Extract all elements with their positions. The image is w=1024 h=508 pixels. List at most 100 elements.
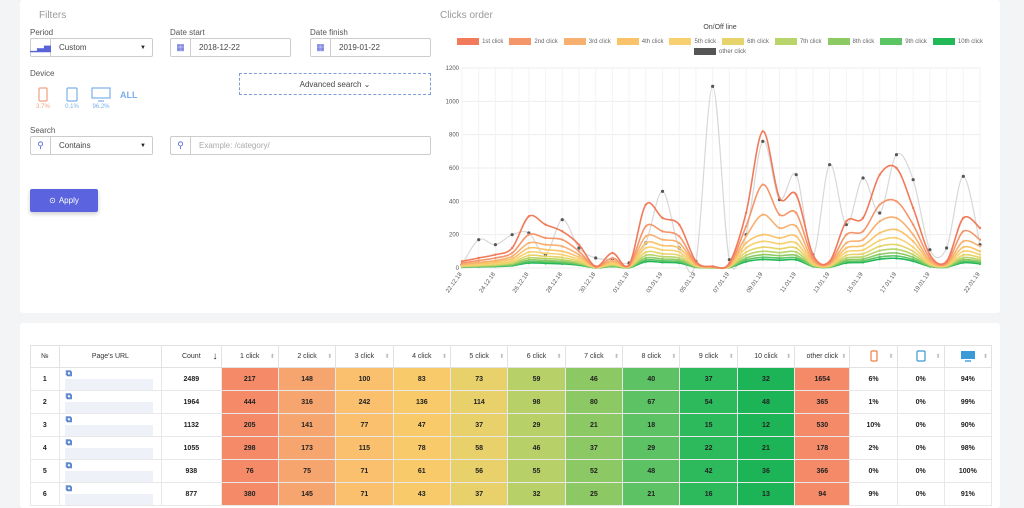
page-url[interactable]	[64, 379, 153, 390]
column-header-mobile[interactable]: ⬍	[849, 345, 898, 368]
click-cell: 32	[736, 367, 796, 391]
search-input[interactable]: ⚲ Example: /category/	[170, 136, 431, 155]
sort-icon: ⬍	[499, 354, 505, 360]
data-point	[895, 166, 898, 170]
external-link-icon[interactable]: ⧉	[65, 460, 73, 470]
external-link-icon[interactable]: ⧉	[65, 414, 73, 424]
column-header[interactable]: 8 click ⬍	[622, 345, 681, 368]
data-point	[778, 226, 781, 230]
data-point	[845, 250, 848, 254]
data-point	[878, 231, 881, 235]
column-header[interactable]: 5 click ⬍	[449, 345, 509, 368]
column-header[interactable]: 10 click ⬍	[736, 345, 796, 368]
legend-item[interactable]: 4th click	[616, 38, 663, 45]
column-header[interactable]: 1 click ⬍	[220, 345, 279, 368]
click-cell: 46	[507, 436, 566, 460]
external-link-icon[interactable]: ⧉	[65, 483, 73, 493]
click-cell: 58	[449, 436, 509, 460]
data-point	[644, 258, 648, 262]
data-point	[778, 251, 781, 254]
legend-item[interactable]: 1st click	[457, 38, 503, 45]
click-cell: 80	[564, 390, 624, 414]
data-point	[527, 215, 531, 218]
data-point	[911, 223, 915, 226]
date-finish-input[interactable]: ▦ 2019-01-22	[310, 38, 431, 57]
column-header[interactable]: 3 click ⬍	[335, 345, 394, 368]
legend-swatch	[827, 38, 850, 45]
legend-item[interactable]: 8th click	[827, 38, 875, 45]
mobile-percent: 10%	[849, 413, 898, 437]
column-header[interactable]: 9 click ⬍	[679, 345, 738, 368]
page-url[interactable]	[64, 448, 153, 459]
click-cell: 25	[564, 482, 624, 506]
column-header[interactable]: 2 click ⬍	[277, 345, 337, 368]
page-url[interactable]	[64, 494, 153, 505]
click-cell: 530	[794, 413, 851, 437]
data-point	[678, 256, 681, 260]
chart-title: Clicks order	[440, 10, 493, 21]
chevron-down-icon: ▼	[140, 142, 146, 149]
search-placeholder: Example: /category/	[199, 141, 270, 150]
page-url[interactable]	[64, 471, 153, 482]
column-header[interactable]: other click ⬍	[794, 345, 851, 368]
legend-item[interactable]: 9th click	[880, 38, 927, 45]
external-link-icon[interactable]: ⧉	[65, 391, 73, 401]
external-link-icon[interactable]: ⧉	[65, 437, 73, 447]
data-point	[911, 245, 915, 249]
data-point	[962, 258, 965, 261]
page-url[interactable]	[64, 425, 153, 436]
date-start-input[interactable]: ▦ 2018-12-22	[170, 38, 291, 57]
device-all-button[interactable]: ALL	[120, 90, 138, 100]
apply-button[interactable]: ⊙ Apply	[30, 189, 98, 212]
column-header[interactable]: 7 click ⬍	[564, 345, 624, 368]
data-point	[962, 230, 965, 233]
count-cell: 1132	[161, 413, 222, 437]
click-cell: 100	[335, 367, 394, 391]
table-body: 1 ⧉ 2489 217 148 100 83 73 59 46 40 37 32 1654 6% 0% 94%…	[30, 367, 993, 506]
period-select[interactable]: ▁▃▅ Custom ▼	[30, 38, 153, 57]
data-point	[911, 206, 915, 210]
y-tick-label: 0	[456, 266, 460, 272]
legend-item[interactable]: 3rd click	[563, 38, 611, 45]
column-header[interactable]: 6 click ⬍	[507, 345, 566, 368]
mobile-icon	[38, 87, 48, 102]
external-link-icon[interactable]: ⧉	[65, 368, 73, 378]
legend-item[interactable]: 5th click	[669, 38, 716, 45]
chevron-down-icon: ▼	[140, 44, 146, 51]
mobile-percent: 6%	[849, 367, 898, 391]
device-desktop[interactable]: 96.2%	[89, 87, 113, 110]
click-cell: 98	[507, 390, 566, 414]
legend-item[interactable]: other click	[693, 48, 746, 55]
period-label: Period	[30, 28, 54, 37]
legend-item[interactable]: 2nd click	[509, 38, 558, 45]
advanced-search-button[interactable]: Advanced search ⌄	[239, 73, 431, 95]
device-mobile[interactable]: 3.7%	[34, 87, 52, 110]
data-point	[895, 200, 898, 203]
data-point	[527, 256, 531, 260]
search-mode-select[interactable]: ⚲ Contains ▼	[30, 136, 153, 155]
page-url[interactable]	[64, 402, 153, 413]
device-tablet[interactable]: 0.1%	[62, 87, 82, 110]
click-cell: 52	[564, 459, 624, 483]
legend-item[interactable]: 10th click	[932, 38, 983, 45]
legend-item[interactable]: 7th click	[774, 38, 822, 45]
data-point	[928, 256, 932, 260]
column-header[interactable]: 4 click ⬍	[392, 345, 451, 368]
data-point	[594, 256, 598, 260]
device-label: Device	[30, 69, 55, 78]
data-point	[744, 258, 748, 262]
data-point	[895, 248, 898, 251]
column-header-desktop[interactable]: ⬍	[943, 345, 993, 368]
column-header-tablet[interactable]: ⬍	[896, 345, 945, 368]
tablet-percent: 0%	[896, 413, 945, 437]
data-point	[577, 256, 581, 259]
data-point	[527, 246, 531, 250]
data-point	[878, 245, 881, 248]
click-cell: 48	[622, 459, 681, 483]
data-point	[928, 248, 932, 252]
legend-item[interactable]: 6th click	[722, 38, 769, 45]
legend-label: 8th click	[852, 38, 875, 45]
date-start-label: Date start	[170, 28, 205, 37]
data-point	[878, 220, 881, 223]
column-header[interactable]: Count ↓	[161, 345, 222, 368]
